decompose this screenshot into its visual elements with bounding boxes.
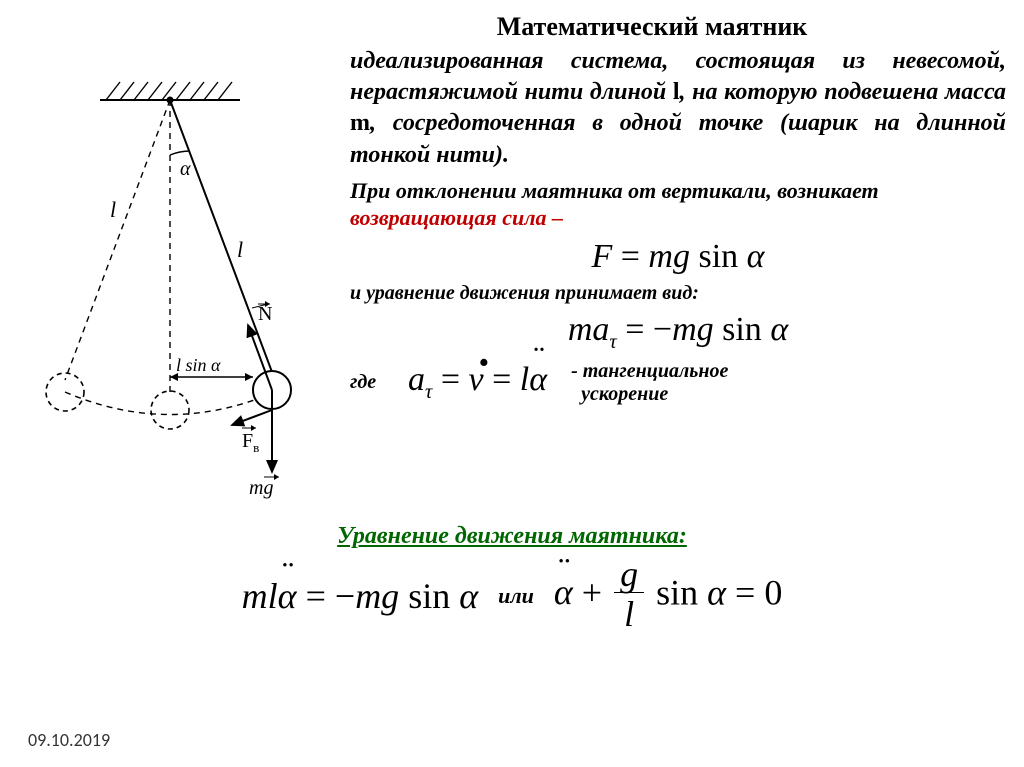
text-column: идеализированная система, состоящая из н… (340, 42, 1024, 406)
ili-label: или (498, 583, 534, 609)
definition-text: идеализированная система, состоящая из н… (350, 46, 1006, 171)
diagram-column: α l l l sin α N (0, 42, 340, 517)
gde-label: где (350, 371, 398, 394)
alpha-label: α (180, 158, 191, 180)
formula-force: F = mg sin α (350, 238, 1006, 276)
tangential-note: - тангенциальное ускорение (571, 360, 728, 406)
formula-a: aτ = v = lα (408, 361, 547, 404)
formula-ml: mlα = −mg sin α (242, 575, 478, 617)
eq-motion-heading: Уравнение движения маятника: (0, 523, 1024, 550)
l-label: l (237, 237, 243, 262)
pendulum-diagram: α l l l sin α N (20, 52, 320, 512)
mg-label: mg (249, 477, 273, 499)
formula-a-line: где aτ = v = lα - тангенциальное ускорен… (350, 360, 1006, 406)
formula-final: α + gl sin α = 0 (554, 556, 782, 636)
lsin-label: l sin α (176, 355, 221, 375)
page-title: Математический маятник (0, 0, 1024, 42)
slide-date: 09.10.2019 (28, 729, 110, 751)
fv-label: Fв (242, 430, 259, 455)
main-row: α l l l sin α N (0, 42, 1024, 517)
l-label-left: l (110, 197, 116, 222)
formula-ma: maτ = −mg sin α (350, 311, 1006, 354)
eq-intro: и уравнение движения принимает вид: (350, 282, 1006, 305)
deflection-text: При отклонении маятника от вертикали, во… (350, 177, 1006, 232)
bottom-formulas: mlα = −mg sin α или α + gl sin α = 0 (0, 556, 1024, 636)
